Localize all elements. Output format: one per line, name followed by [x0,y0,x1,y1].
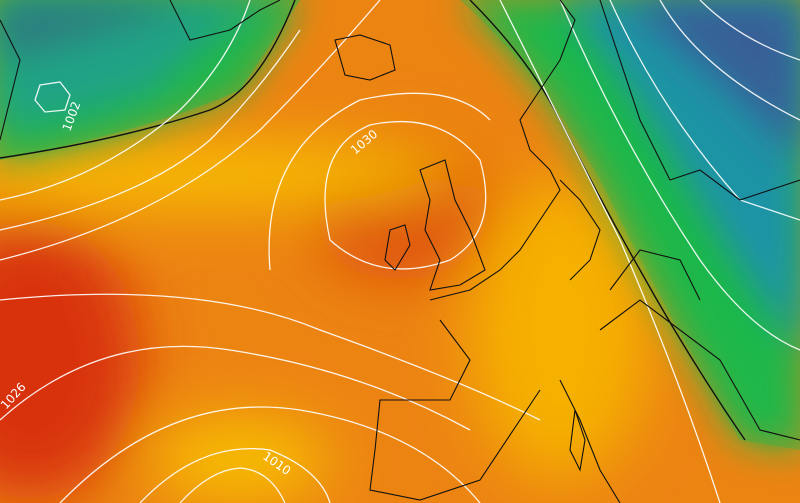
zero-line [0,0,746,441]
